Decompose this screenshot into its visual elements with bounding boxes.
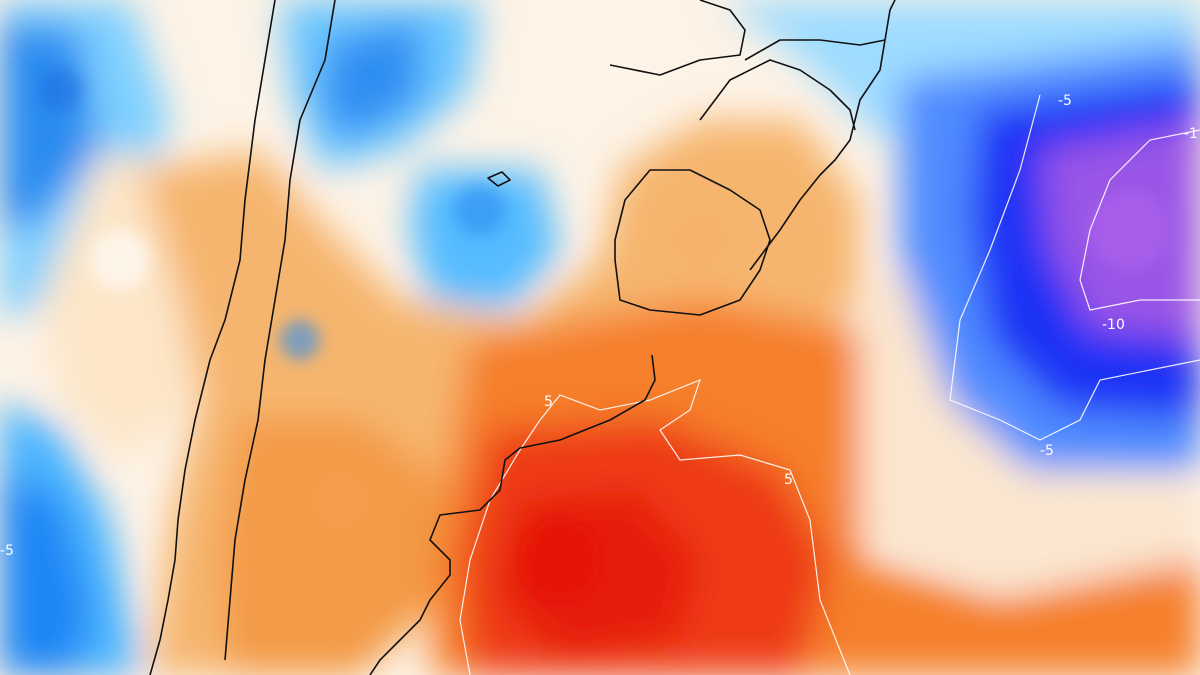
- uruguay-border: [614, 169, 771, 316]
- coastlines: [149, 0, 896, 675]
- texture-blob: [520, 520, 600, 600]
- contour-label: -5: [1040, 443, 1054, 459]
- chile-coast: [149, 0, 276, 675]
- anomaly-texture: [38, 68, 1170, 600]
- isoline-minus5-east: [949, 94, 1200, 441]
- contour-label: -5: [1058, 93, 1072, 109]
- isoline-minus10-east: [1079, 129, 1200, 311]
- contour-label: -5: [0, 543, 14, 559]
- brazil-coast: [749, 0, 896, 271]
- isolines: [459, 94, 1200, 675]
- cold-anomaly-west-core: [0, 20, 100, 230]
- cold-anomaly-northeast: [720, 0, 1200, 140]
- cold-anomaly-southwest-core: [0, 470, 90, 675]
- paraguay-border: [609, 0, 746, 76]
- cold-anomaly-center: [410, 170, 560, 310]
- contour-label: 5: [544, 394, 553, 410]
- warm-anomaly-south: [220, 420, 440, 675]
- texture-blob: [1090, 190, 1170, 270]
- contour-label: -10: [1102, 317, 1125, 333]
- contour-label: 5: [784, 472, 793, 488]
- texture-blob: [90, 230, 150, 290]
- argentina-atlantic-coast: [369, 354, 656, 675]
- brazil-interior-border: [744, 39, 886, 61]
- contour-labels: -5 -10 -5 5 5 -5 -1: [0, 93, 1198, 559]
- texture-blob: [454, 184, 506, 236]
- contour-label: -1: [1184, 126, 1198, 142]
- cold-anomaly-north-core: [320, 20, 420, 140]
- isoline-5-west: [459, 419, 541, 675]
- texture-blob: [38, 68, 82, 112]
- isoline-5: [539, 378, 851, 675]
- rio-grande-border: [699, 59, 856, 131]
- texture-blob: [280, 320, 320, 360]
- andes-border: [224, 0, 336, 661]
- texture-blob: [670, 210, 730, 270]
- texture-blob: [310, 470, 370, 530]
- lake-small: [487, 171, 511, 187]
